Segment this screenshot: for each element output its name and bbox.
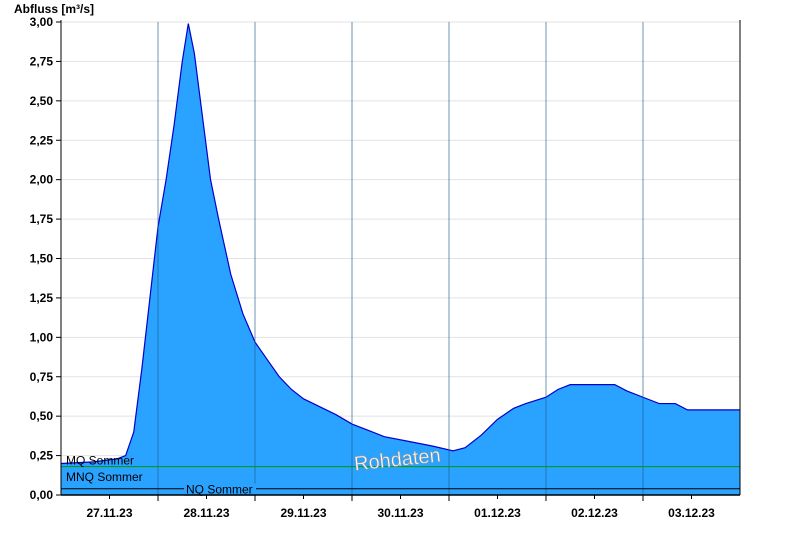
reference-line-label: MQ Sommer	[66, 454, 134, 468]
x-tick-label: 28.11.23	[183, 506, 229, 520]
y-tick-label: 0,50	[30, 409, 54, 423]
y-tick-label: 1,50	[30, 252, 54, 266]
x-tick-label: 02.12.23	[571, 506, 618, 520]
day-separator-lines	[157, 22, 644, 495]
y-tick-label: 2,50	[30, 94, 54, 108]
discharge-area-fill	[61, 23, 740, 496]
y-tick-label: 2,00	[30, 173, 54, 187]
y-tick-label: 0,00	[30, 488, 54, 502]
reference-line-label: MNQ Sommer	[66, 470, 143, 484]
y-tick-label: 3,00	[30, 15, 54, 29]
y-tick-label: 1,75	[30, 212, 54, 226]
x-tick-labels: 27.11.23 28.11.23 29.11.23 30.11.23 01.12.23…	[86, 506, 715, 520]
axes	[56, 20, 741, 501]
x-tick-label: 01.12.23	[474, 506, 521, 520]
x-tick-label: 30.11.23	[377, 506, 423, 520]
y-tick-label: 1,00	[30, 330, 54, 344]
x-tick-label: 27.11.23	[86, 506, 132, 520]
y-tick-label: 2,25	[30, 133, 54, 147]
y-tick-label: 0,75	[30, 370, 54, 384]
reference-label-bg	[184, 483, 256, 496]
y-tick-label: 1,25	[30, 291, 54, 305]
reference-lines: MQ Sommer MNQ Sommer NQ Sommer	[61, 454, 740, 497]
reference-line-label: NQ Sommer	[186, 483, 253, 497]
discharge-area	[60, 23, 740, 496]
x-tick-label: 29.11.23	[280, 506, 326, 520]
discharge-line	[60, 23, 740, 465]
y-tick-label: 2,75	[30, 54, 54, 68]
y-axis-label: Abfluss [m³/s]	[14, 2, 94, 16]
y-tick-label: 0,25	[30, 449, 54, 463]
y-tick-labels: 0,00 0,25 0,50 0,75 1,00 1,25 1,50 1,75 2,00 2,25…	[30, 15, 54, 502]
x-tick-label: 03.12.23	[668, 506, 715, 520]
